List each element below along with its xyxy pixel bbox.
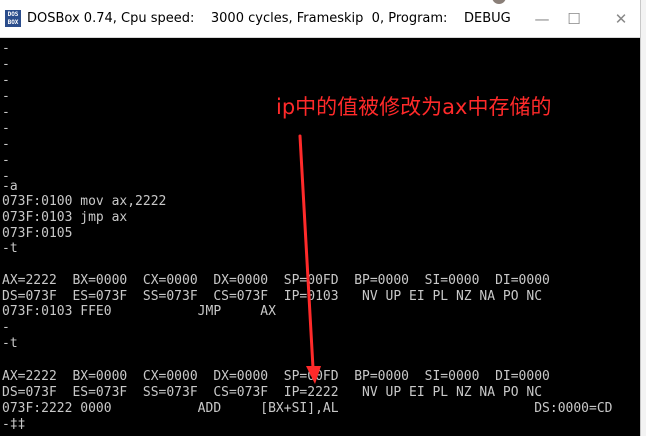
terminal-line: -t [2,241,18,256]
terminal-line: - [2,153,10,168]
annotation-text: ip中的值被修改为ax中存储的 [276,95,552,119]
window-title: DOSBox 0.74, Cpu speed: 3000 cycles, Fra… [27,11,511,26]
title-bar[interactable]: DOS BOX DOSBox 0.74, Cpu speed: 3000 cyc… [0,0,646,38]
terminal-line: 073F:0100 mov ax,2222 [2,194,167,209]
dosbox-app-icon[interactable]: DOS BOX [5,10,21,27]
terminal-line: - [2,105,10,120]
terminal-line: -t [2,336,18,351]
terminal-line: DS=073F ES=073F SS=073F CS=073F IP=0103 … [2,289,543,304]
terminal-line: -‡‡ [2,417,26,432]
minimize-button[interactable]: — [534,10,550,28]
terminal-line: 073F:0103 FFE0 JMP AX [2,304,276,319]
background-window-edge [640,0,646,436]
terminal-line: - [2,137,10,152]
maximize-button[interactable]: ☐ [567,10,581,28]
terminal-line: 073F:2222 0000 ADD [BX+SI],AL DS:0000=CD [2,401,613,416]
terminal-line: AX=2222 BX=0000 CX=0000 DX=0000 SP=00FD … [2,273,550,288]
terminal-line: - [2,121,10,136]
terminal-line: 073F:0103 jmp ax [2,210,128,225]
terminal-line: AX=2222 BX=0000 CX=0000 DX=0000 SP=00FD … [2,369,550,384]
terminal-line: - [2,57,10,72]
terminal-line: DS=073F ES=073F SS=073F CS=073F IP=2222 … [2,385,543,400]
terminal-line: 073F:0105 [2,226,73,241]
terminal-line: - [2,41,10,56]
close-button[interactable]: ✕ [614,10,628,28]
terminal-line: - [2,320,10,335]
terminal-line: - [2,73,10,88]
terminal-line: - [2,89,10,104]
terminal-line: -a [2,179,18,194]
background-avatar [492,0,506,4]
terminal-line: - [2,169,10,184]
